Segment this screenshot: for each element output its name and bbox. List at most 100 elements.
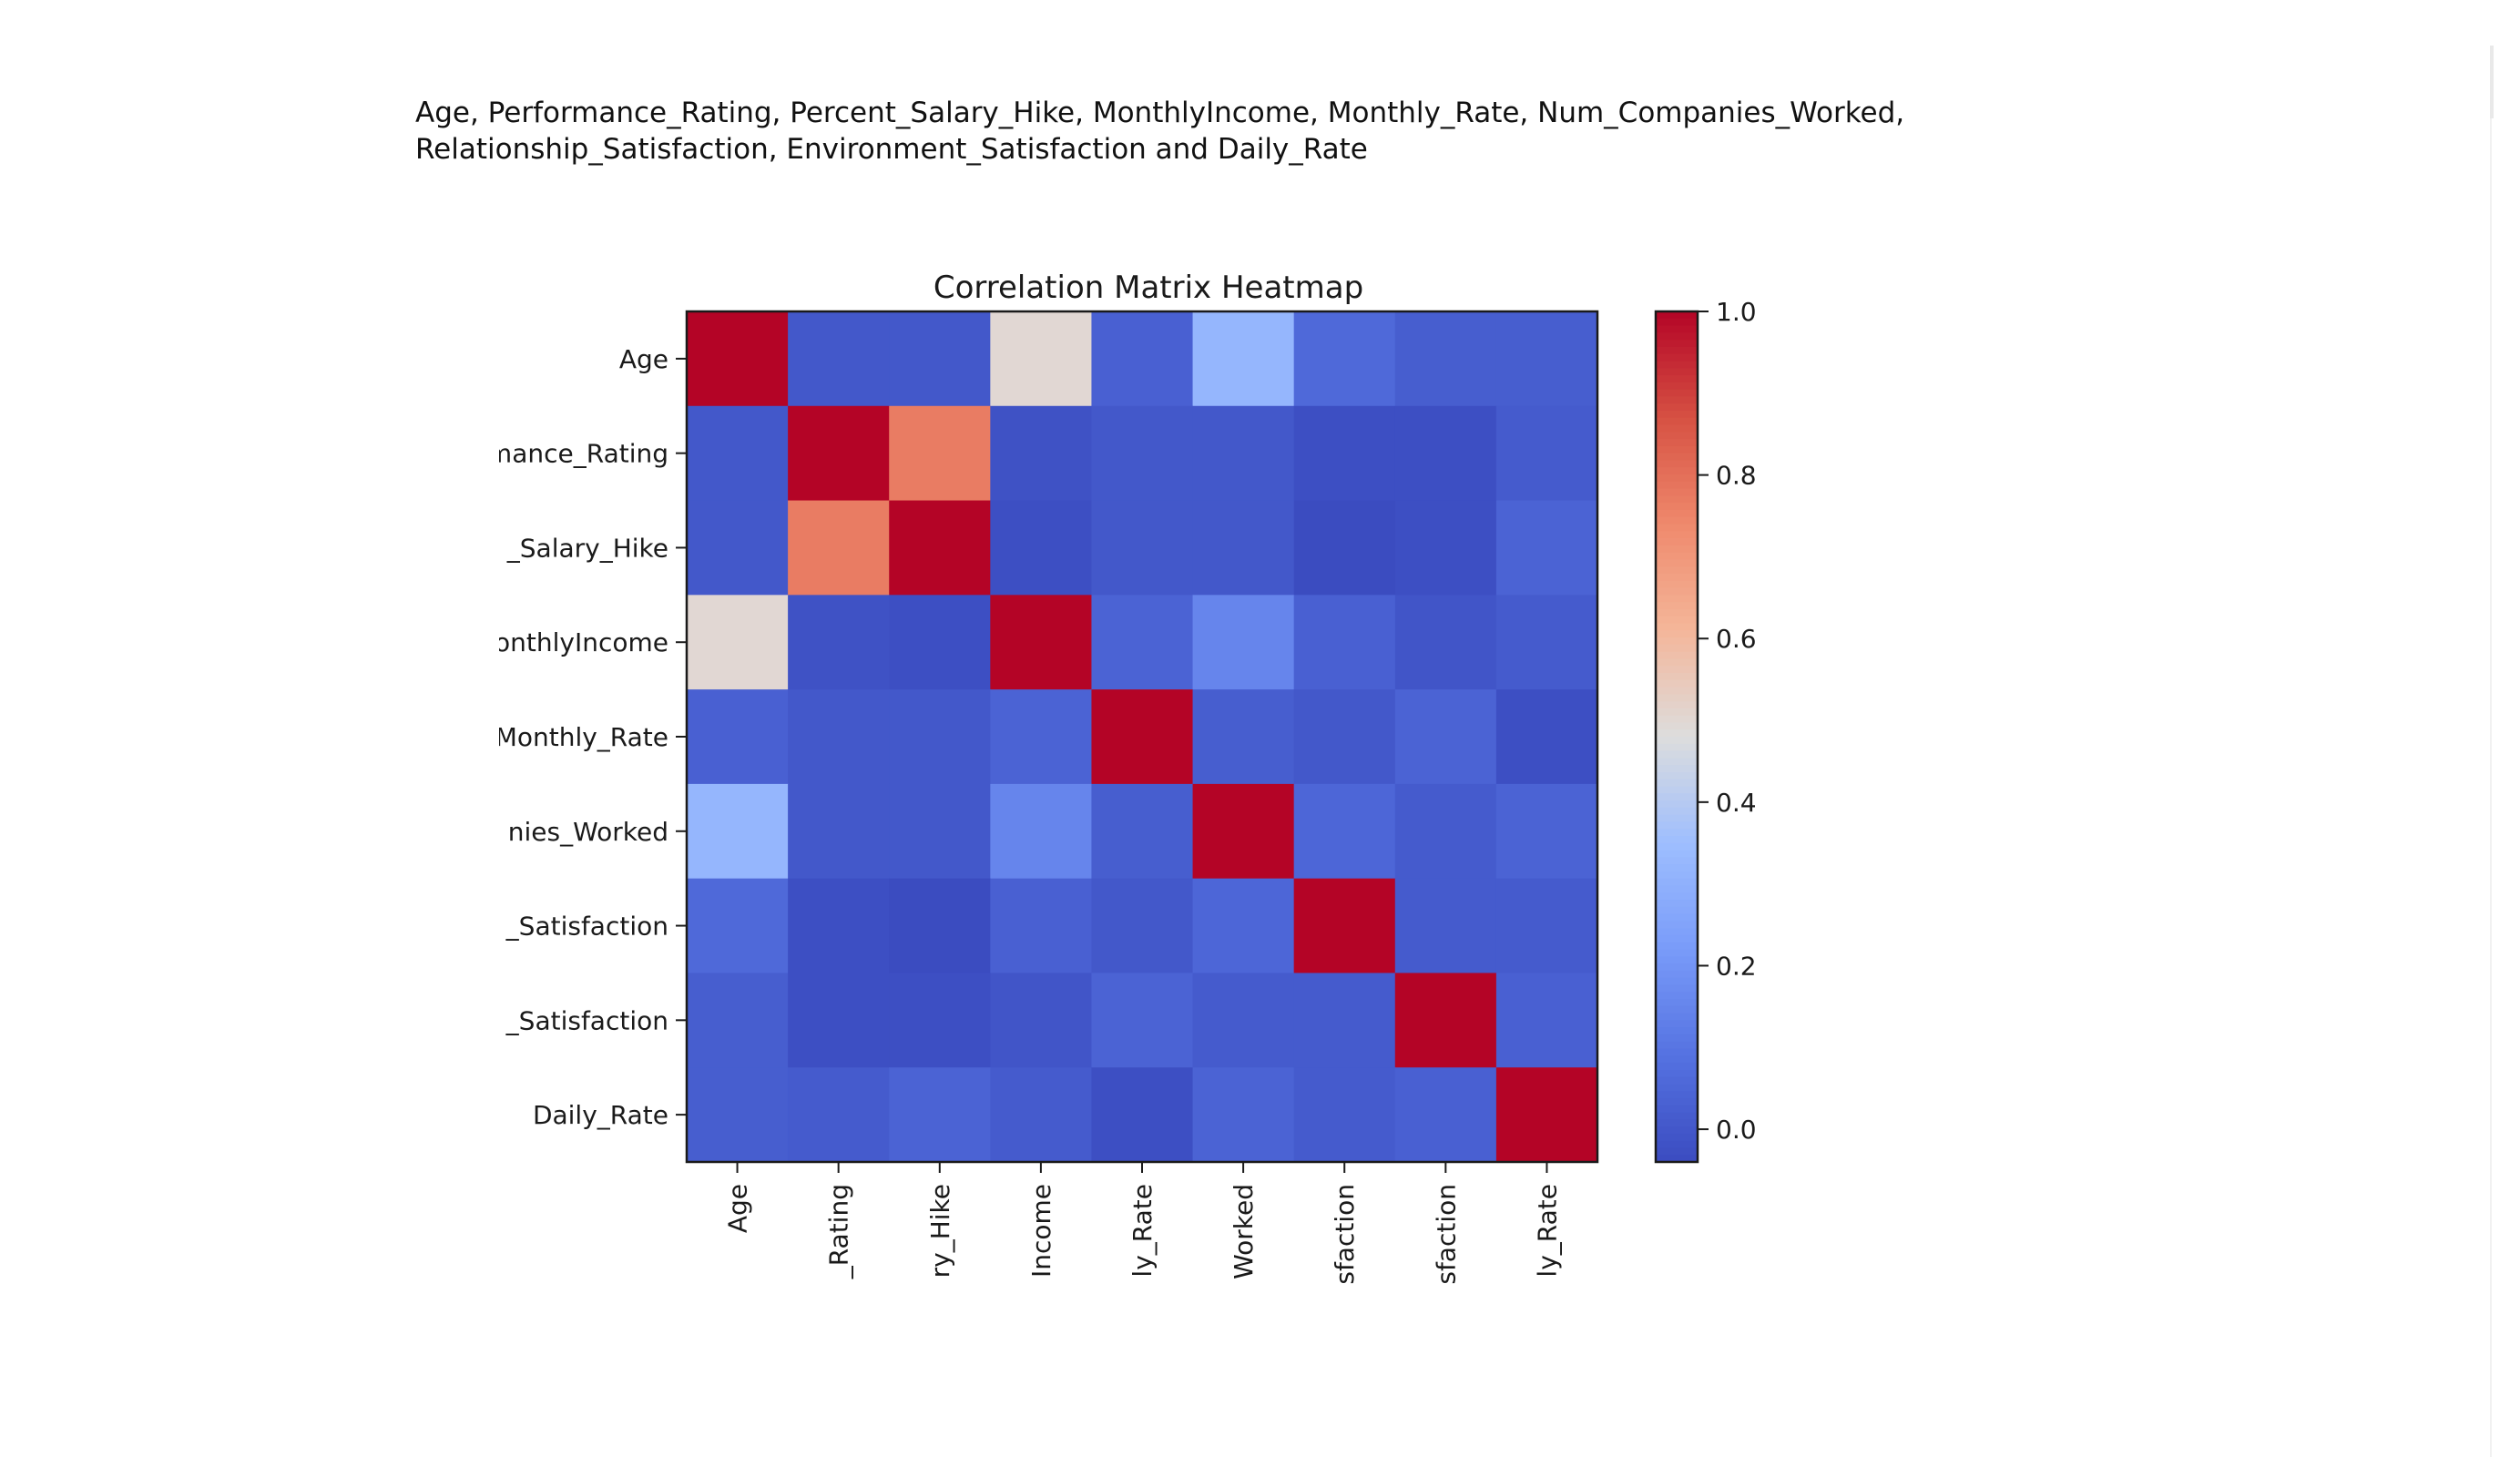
colorbar-segment — [1656, 573, 1698, 582]
heatmap-cell — [1495, 500, 1598, 596]
colorbar-segment — [1656, 758, 1698, 766]
colorbar-segment — [1656, 332, 1698, 341]
colorbar-segment — [1656, 666, 1698, 674]
colorbar-segment — [1656, 1041, 1698, 1050]
colorbar-tick-label: 0.2 — [1716, 951, 1757, 981]
colorbar-segment — [1656, 396, 1698, 404]
column-tick-label: ry_Hike — [925, 1184, 955, 1278]
heatmap-cell — [788, 973, 890, 1068]
column-tick-label: ly_Rate — [1127, 1184, 1158, 1278]
row-tick-label: _Satisfaction — [505, 1005, 668, 1035]
colorbar-segment — [1656, 970, 1698, 979]
colorbar-segment — [1656, 885, 1698, 894]
colorbar-segment — [1656, 1048, 1698, 1057]
colorbar-segment — [1656, 878, 1698, 887]
colorbar-segment — [1656, 424, 1698, 433]
colorbar-tick-label: 0.0 — [1716, 1115, 1757, 1145]
column-tick-label: Worked — [1229, 1184, 1259, 1279]
heatmap-cells — [687, 311, 1598, 1163]
heatmap-cell — [687, 1067, 789, 1163]
colorbar-segment — [1656, 368, 1698, 376]
heatmap-cell — [1394, 689, 1497, 785]
heatmap-cell — [1192, 405, 1295, 502]
colorbar-segment — [1656, 403, 1698, 412]
colorbar-tick-label: 0.4 — [1716, 788, 1757, 818]
colorbar-segment — [1656, 786, 1698, 795]
colorbar-segment — [1656, 984, 1698, 993]
colorbar-segment — [1656, 637, 1698, 646]
colorbar-segment — [1656, 1063, 1698, 1071]
heatmap-cell — [889, 500, 991, 596]
heatmap-cell — [990, 500, 1093, 596]
colorbar-segment — [1656, 977, 1698, 986]
colorbar-segment — [1656, 793, 1698, 801]
column-tick-label: Age — [723, 1184, 753, 1233]
heatmap-cell — [990, 878, 1093, 974]
heatmap-cell — [1293, 973, 1396, 1068]
heatmap-cell — [889, 595, 991, 690]
caption: Age, Performance_Rating, Percent_Salary_… — [415, 95, 1964, 168]
colorbar-segment — [1656, 900, 1698, 908]
heatmap-cell — [1091, 689, 1194, 785]
colorbar-segment — [1656, 602, 1698, 610]
colorbar-segment — [1656, 460, 1698, 469]
heatmap-cell — [1495, 595, 1598, 690]
heatmap-cell — [889, 973, 991, 1068]
colorbar-segment — [1656, 807, 1698, 816]
page-edge-marker — [2490, 46, 2494, 118]
column-labels: Age _Rating ry_Hike Income ly_Rate Worked sfac… — [723, 1184, 1563, 1285]
heatmap-cell — [1192, 878, 1295, 974]
heatmap-cell — [1293, 878, 1396, 974]
colorbar-segment — [1656, 658, 1698, 667]
colorbar-segment — [1656, 453, 1698, 462]
colorbar-segment — [1656, 495, 1698, 504]
colorbar-segment — [1656, 1069, 1698, 1078]
colorbar-segment — [1656, 729, 1698, 738]
heatmap-cell — [990, 973, 1093, 1068]
colorbar-segment — [1656, 1133, 1698, 1142]
heatmap-cell — [1495, 689, 1598, 785]
colorbar-segment — [1656, 389, 1698, 398]
heatmap-cell — [1394, 405, 1497, 502]
row-labels: Age mance_Rating _Salary_Hike onthlyIncome M… — [487, 344, 668, 1130]
row-tick-label: mance_Rating — [487, 439, 668, 469]
colorbar-segment — [1656, 814, 1698, 823]
chart-title: Correlation Matrix Heatmap — [934, 270, 1363, 306]
heatmap-cell — [889, 783, 991, 880]
heatmap-cell — [788, 878, 890, 974]
colorbar-segment — [1656, 651, 1698, 660]
heatmap-cell — [1192, 783, 1295, 880]
heatmap-cell — [1091, 405, 1194, 502]
heatmap-cell — [1293, 689, 1396, 785]
colorbar-segment — [1656, 1005, 1698, 1014]
colorbar-segment — [1656, 835, 1698, 844]
heatmap-cell — [1293, 500, 1396, 596]
heatmap-cell — [788, 783, 890, 880]
colorbar-segment — [1656, 722, 1698, 731]
heatmap-cell — [788, 500, 890, 596]
colorbar-segment — [1656, 488, 1698, 497]
heatmap-cell — [788, 595, 890, 690]
colorbar-segment — [1656, 779, 1698, 788]
colorbar-segment — [1656, 1020, 1698, 1028]
heatmap-cell — [1091, 878, 1194, 974]
column-tick-label: _Rating — [824, 1184, 854, 1279]
colorbar-segment — [1656, 687, 1698, 696]
colorbar-segment — [1656, 410, 1698, 419]
colorbar-segment — [1656, 871, 1698, 880]
colorbar-segment — [1656, 439, 1698, 447]
heatmap-cell — [788, 405, 890, 502]
heatmap-cell — [990, 405, 1093, 502]
heatmap-cell — [1091, 500, 1194, 596]
colorbar-segment — [1656, 1119, 1698, 1127]
colorbar-segment — [1656, 538, 1698, 546]
row-tick-label: _Salary_Hike — [506, 533, 668, 563]
heatmap-cell — [687, 595, 789, 690]
heatmap-cell — [1293, 311, 1396, 407]
heatmap-cell — [990, 311, 1093, 407]
heatmap-cell — [687, 878, 789, 974]
colorbar-segment — [1656, 608, 1698, 617]
heatmap-cell — [1394, 973, 1497, 1068]
heatmap-cell — [1091, 595, 1194, 690]
colorbar-segment — [1656, 800, 1698, 809]
